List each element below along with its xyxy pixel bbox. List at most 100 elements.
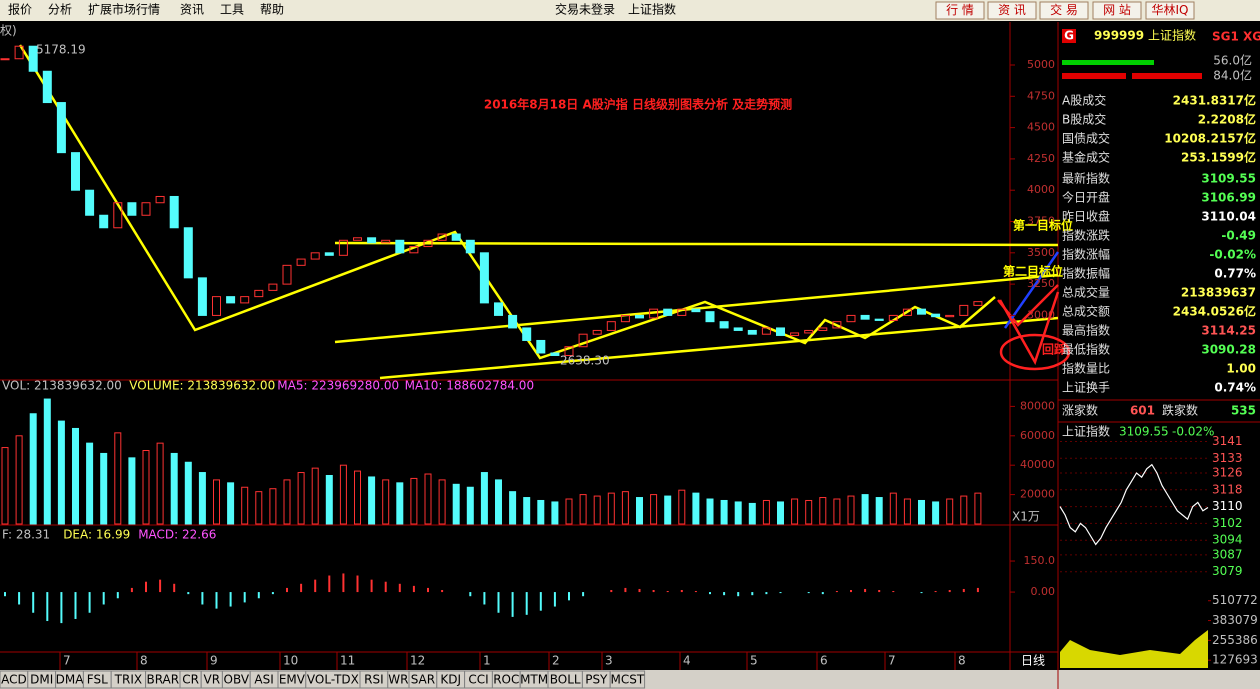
channel-line xyxy=(379,316,1059,380)
tab-label[interactable]: VOL-TDX xyxy=(307,673,359,687)
button-frame[interactable] xyxy=(1039,1,1089,20)
tab-label[interactable]: EMV xyxy=(279,673,306,687)
intraday-line xyxy=(1059,463,1209,546)
candle xyxy=(324,252,334,256)
tab-label[interactable]: VR xyxy=(204,673,221,687)
button[interactable]: 资 讯 xyxy=(998,3,1026,17)
month-label: 8 xyxy=(140,654,148,668)
candle xyxy=(564,346,574,356)
tab-label[interactable]: PSY xyxy=(585,673,608,687)
volume-bar xyxy=(636,497,643,525)
volume-bar xyxy=(100,452,108,525)
candle xyxy=(451,233,461,241)
tab-label[interactable]: MTM xyxy=(520,673,548,687)
buy-bar xyxy=(1062,60,1154,65)
tab-label[interactable]: CR xyxy=(182,673,199,687)
tab-label[interactable]: OBV xyxy=(224,673,250,687)
tab-label[interactable]: MCST xyxy=(611,673,645,687)
row-label: A股成交 xyxy=(1062,93,1106,108)
volume-bar xyxy=(114,432,122,525)
volume-bar xyxy=(438,479,446,525)
menu-item[interactable]: 报价 xyxy=(8,2,32,17)
tab-label[interactable]: FSL xyxy=(87,673,108,687)
menu-item[interactable]: 扩展市场行情 xyxy=(88,2,160,17)
tab-label[interactable]: SAR xyxy=(411,673,435,687)
candle xyxy=(790,332,800,336)
volume-bar xyxy=(565,498,573,525)
volume-bar xyxy=(396,482,404,525)
g-icon xyxy=(1062,29,1076,43)
y-tick-label: 4750 xyxy=(1027,89,1055,102)
y-tick-label: 3000 xyxy=(1027,308,1055,321)
volume-bar xyxy=(15,435,23,525)
tab-label[interactable]: WR xyxy=(388,673,408,687)
row-label: 跌家数 xyxy=(1162,403,1198,418)
y-tick-label: 20000 xyxy=(1020,488,1055,501)
y-tick-label: 3094 xyxy=(1212,533,1243,547)
month-label: 10 xyxy=(283,654,298,668)
annotation: 回踩 xyxy=(1042,343,1066,357)
tab-label[interactable]: RSI xyxy=(364,673,384,687)
menu-item[interactable]: 分析 xyxy=(48,3,72,17)
volume-bar xyxy=(297,472,305,525)
candle xyxy=(959,304,969,316)
tab[interactable] xyxy=(609,670,646,689)
tab-label[interactable]: ROC xyxy=(493,673,519,687)
candle xyxy=(620,314,630,323)
volume-bar xyxy=(452,483,460,525)
volume-bar xyxy=(678,489,686,525)
candle xyxy=(705,311,715,323)
sell-bar xyxy=(1062,73,1126,79)
tab-label[interactable]: TRIX xyxy=(114,673,142,687)
tab-label[interactable]: ASI xyxy=(254,673,273,687)
y-tick-label: 3102 xyxy=(1212,516,1243,530)
button[interactable]: 网 站 xyxy=(1103,3,1131,17)
menu-item[interactable]: 工具 xyxy=(220,3,244,17)
tab-label[interactable]: CCI xyxy=(468,673,488,687)
candle xyxy=(465,239,475,254)
button[interactable]: 华林IQ xyxy=(1152,3,1189,17)
volume-bar xyxy=(339,464,347,525)
g-icon-text: G xyxy=(1064,29,1074,43)
candle xyxy=(437,233,447,241)
volume-bar xyxy=(86,442,94,525)
macd-legend: F: 28.31 xyxy=(2,528,50,542)
tab-label[interactable]: KDJ xyxy=(440,673,461,687)
volume-bar xyxy=(777,501,784,525)
button-frame[interactable] xyxy=(1092,1,1142,20)
candle xyxy=(56,102,66,154)
y-tick-label: 383079 xyxy=(1212,613,1258,627)
row-value: 1.00 xyxy=(1226,362,1256,376)
tab-label[interactable]: DMI xyxy=(30,673,53,687)
month-label: 11 xyxy=(340,654,355,668)
mini-last: 3109.55 xyxy=(1119,425,1169,439)
tab-label[interactable]: DMA xyxy=(56,673,85,687)
period-label[interactable]: 日线 xyxy=(1021,654,1045,668)
tab-label[interactable]: BRAR xyxy=(146,673,179,687)
button[interactable]: 交 易 xyxy=(1050,2,1078,17)
tab-label[interactable]: ACD xyxy=(1,673,27,687)
button-frame[interactable] xyxy=(1145,1,1195,20)
y-tick-label: 255386 xyxy=(1212,633,1258,647)
y-tick-label: 4000 xyxy=(1027,183,1055,196)
tab-label[interactable]: BOLL xyxy=(550,673,581,687)
menu-item[interactable]: 帮助 xyxy=(260,3,284,17)
candle xyxy=(846,314,856,323)
candle xyxy=(113,202,123,229)
status-text: 上证指数 xyxy=(628,2,676,17)
y-tick-label: 5000 xyxy=(1027,58,1055,71)
row-value: 3109.55 xyxy=(1201,172,1256,186)
volume-bar xyxy=(198,472,206,525)
volume-bar xyxy=(537,499,545,525)
button[interactable]: 行 情 xyxy=(946,3,974,17)
menu-item[interactable]: 资讯 xyxy=(180,3,204,17)
candle xyxy=(874,318,884,321)
button-frame[interactable] xyxy=(935,1,985,20)
volume-bar xyxy=(509,491,517,525)
candle xyxy=(99,214,109,229)
candle xyxy=(338,239,348,256)
button-frame[interactable] xyxy=(987,1,1037,20)
candle xyxy=(183,227,193,279)
candle xyxy=(804,329,814,334)
candle xyxy=(353,237,362,241)
